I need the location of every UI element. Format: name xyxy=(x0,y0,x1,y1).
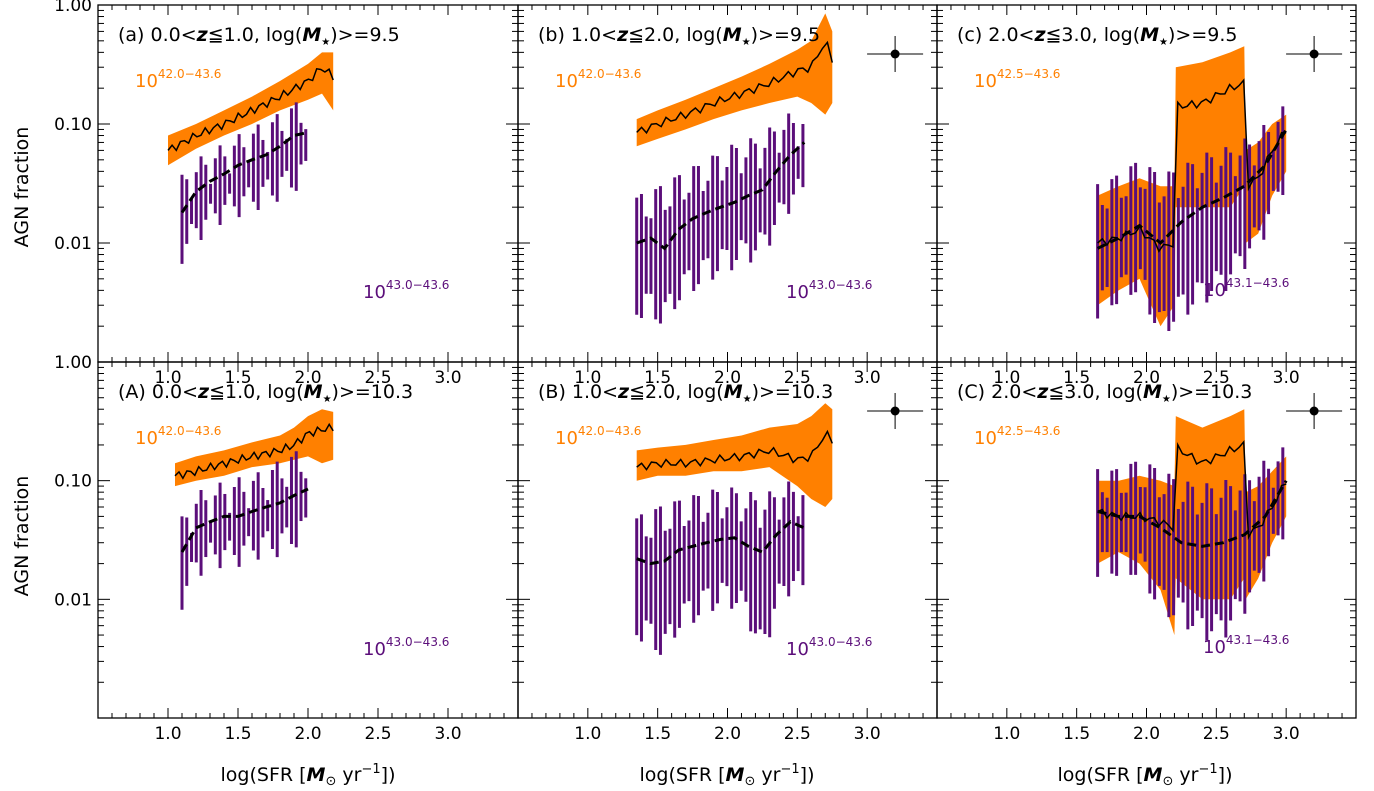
panel-B: 1.0 1.5 2.0 2.5 3.0 (B) 1.0<z≦2.0, log(M★)>=1… xyxy=(517,361,938,744)
low-lum-median-line xyxy=(1096,128,1288,250)
x-tick-label: 3.0 xyxy=(1273,724,1300,744)
y-tick-label: 0.10 xyxy=(54,472,92,492)
high-lum-band xyxy=(636,13,833,147)
low-lum-median-line xyxy=(636,520,805,566)
panel-c: 1.0 1.5 2.0 2.5 3.0 (c) 2.0<z≦3.0, log(M★)>=9… xyxy=(936,4,1357,388)
x-axis-label-col2: log(SFR [M⊙ yr−1]) xyxy=(640,762,815,789)
low-lum-median-line xyxy=(180,487,309,553)
svg-text:log(SFR [M⊙ yr−1]): log(SFR [M⊙ yr−1]) xyxy=(221,762,396,789)
x-tick-label: 2.5 xyxy=(1203,724,1230,744)
x-tick-label: 2.0 xyxy=(714,368,741,388)
panel-title: (C) 2.0<z≦3.0, log(M★)>=10.3 xyxy=(957,381,1252,405)
label-high-lum: 1042.0−43.6 xyxy=(555,67,641,92)
label-high-lum: 1042.5−43.6 xyxy=(974,424,1060,449)
high-lum-band xyxy=(175,409,334,487)
x-tick-label: 3.0 xyxy=(854,368,881,388)
high-lum-median-line xyxy=(636,429,833,471)
panel-title: (b) 1.0<z≦2.0, log(M★)>=9.5 xyxy=(538,24,820,48)
x-axis-label-col1: log(SFR [M⊙ yr−1]) xyxy=(221,762,396,789)
y-tick-label: 0.01 xyxy=(54,590,92,610)
label-low-lum: 1043.1−43.6 xyxy=(1203,633,1289,658)
y-axis-label-bottom: AGN fraction xyxy=(11,476,33,597)
panel-C: 1.0 1.5 2.0 2.5 3.0 (C) 2.0<z≦3.0, log(M★)>=1… xyxy=(936,361,1357,744)
high-lum-median-line xyxy=(174,422,334,480)
x-tick-label: 1.0 xyxy=(993,368,1020,388)
high-lum-median-line xyxy=(167,67,334,152)
panels-layer: 1.0 1.5 2.0 2.5 3.0 1.00 0.10 0.01 (a) 0.0<z≦1.0… xyxy=(54,0,1357,744)
x-tick-label: 1.0 xyxy=(574,724,601,744)
x-tick-label: 2.5 xyxy=(784,724,811,744)
y-tick-label: 0.10 xyxy=(54,115,92,135)
x-tick-label: 1.5 xyxy=(644,724,671,744)
x-tick-label: 2.5 xyxy=(364,368,391,388)
panel-frame xyxy=(97,361,519,719)
x-tick-label: 1.5 xyxy=(1063,724,1090,744)
typical-error-point xyxy=(1309,406,1319,416)
x-tick-label: 2.0 xyxy=(1133,724,1160,744)
x-tick-label: 2.0 xyxy=(294,368,321,388)
y-tick-label: 1.00 xyxy=(54,353,92,373)
y-tick-label: 1.00 xyxy=(54,0,92,16)
label-high-lum: 1042.0−43.6 xyxy=(135,424,221,449)
typical-error-point xyxy=(890,406,900,416)
x-tick-label: 1.0 xyxy=(154,368,181,388)
x-tick-label: 3.0 xyxy=(434,368,461,388)
label-high-lum: 1042.0−43.6 xyxy=(135,67,221,92)
x-tick-label: 1.5 xyxy=(1063,368,1090,388)
label-low-lum: 1043.0−43.6 xyxy=(786,278,872,303)
x-tick-label: 3.0 xyxy=(1273,368,1300,388)
x-tick-label: 1.0 xyxy=(574,368,601,388)
x-tick-label: 1.5 xyxy=(644,368,671,388)
low-lum-median-line xyxy=(1097,479,1288,548)
label-high-lum: 1042.0−43.6 xyxy=(555,424,641,449)
panel-A: 1.0 1.5 2.0 2.5 3.0 1.00 0.10 0.01 (A) 0.0<z≦1.0… xyxy=(54,353,519,744)
panel-b: 1.0 1.5 2.0 2.5 3.0 (b) 1.0<z≦2.0, log(M★)>=9… xyxy=(517,4,938,388)
label-low-lum: 1043.0−43.6 xyxy=(363,278,449,303)
svg-text:log(SFR [M⊙ yr−1]): log(SFR [M⊙ yr−1]) xyxy=(640,762,815,789)
label-low-lum: 1043.0−43.6 xyxy=(363,635,449,660)
high-lum-median-line xyxy=(636,40,834,135)
x-tick-label: 2.0 xyxy=(714,724,741,744)
panel-title: (a) 0.0<z≦1.0, log(M★)>=9.5 xyxy=(118,24,400,48)
x-tick-label: 1.0 xyxy=(993,724,1020,744)
svg-text:log(SFR [M⊙ yr−1]): log(SFR [M⊙ yr−1]) xyxy=(1058,762,1233,789)
x-tick-label: 3.0 xyxy=(434,724,461,744)
x-tick-label: 1.0 xyxy=(154,724,181,744)
typical-error-point xyxy=(890,49,900,59)
low-lum-median-line xyxy=(180,130,309,214)
x-tick-label: 3.0 xyxy=(854,724,881,744)
x-axis-label-col3: log(SFR [M⊙ yr−1]) xyxy=(1058,762,1233,789)
panel-frame xyxy=(936,361,1357,719)
x-tick-label: 2.5 xyxy=(364,724,391,744)
x-tick-label: 1.5 xyxy=(224,368,251,388)
label-high-lum: 1042.5−43.6 xyxy=(974,67,1060,92)
high-lum-band xyxy=(636,403,833,507)
x-tick-label: 2.0 xyxy=(1133,368,1160,388)
label-low-lum: 1043.1−43.6 xyxy=(1203,276,1289,301)
x-tick-label: 2.5 xyxy=(1203,368,1230,388)
x-tick-label: 2.5 xyxy=(784,368,811,388)
panel-frame xyxy=(97,4,519,363)
panel-title: (c) 2.0<z≦3.0, log(M★)>=9.5 xyxy=(957,24,1237,48)
x-tick-label: 2.0 xyxy=(294,724,321,744)
y-tick-label: 0.01 xyxy=(54,234,92,254)
x-tick-label: 1.5 xyxy=(224,724,251,744)
typical-error-point xyxy=(1309,49,1319,59)
low-lum-median-line xyxy=(636,141,806,251)
y-axis-label-top: AGN fraction xyxy=(11,127,33,248)
panel-a: 1.0 1.5 2.0 2.5 3.0 1.00 0.10 0.01 (a) 0.0<z≦1.0… xyxy=(54,0,519,388)
panel-title: (A) 0.0<z≦1.0, log(M★)>=10.3 xyxy=(118,381,413,405)
panel-title: (B) 1.0<z≦2.0, log(M★)>=10.3 xyxy=(538,381,833,405)
label-low-lum: 1043.0−43.6 xyxy=(786,635,872,660)
